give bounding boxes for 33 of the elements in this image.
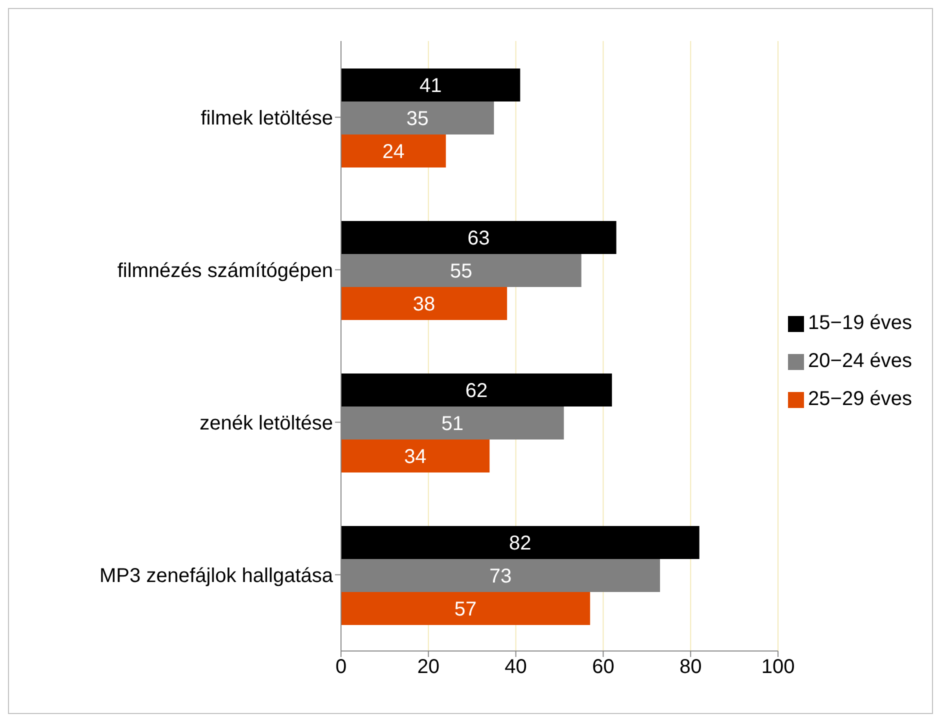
bar [341, 286, 508, 320]
x-tick-label: 60 [592, 656, 614, 678]
legend-label: 20−24 éves [808, 350, 912, 372]
data-label: 41 [419, 75, 442, 98]
y-tick-label: MP3 zenefájlok hallgatása [100, 564, 334, 587]
data-label: 38 [412, 294, 436, 316]
x-tick-label: 40 [504, 656, 527, 678]
data-label: 51 [441, 413, 464, 436]
bar [341, 373, 612, 406]
data-label: 24 [382, 141, 405, 164]
y-tick-label: filmnézés számítógépen [117, 260, 333, 282]
bar [341, 526, 700, 559]
data-label: 57 [454, 598, 477, 621]
bar [341, 134, 446, 168]
data-label: 55 [450, 260, 472, 283]
legend-label: 15−19 éves [808, 312, 912, 334]
bar [341, 68, 520, 102]
data-label: 62 [465, 380, 488, 402]
y-tick-label: zenék letöltése [200, 412, 333, 434]
bar [341, 220, 616, 254]
bar [341, 439, 490, 472]
legend-label: 25−29 éves [808, 388, 912, 410]
data-label: 35 [406, 108, 429, 130]
x-tick-label: 20 [417, 656, 440, 678]
data-label: 82 [509, 532, 532, 555]
y-tick-label: filmek letöltése [200, 107, 333, 130]
x-tick-label: 100 [761, 656, 795, 678]
x-tick-label: 0 [335, 656, 347, 678]
x-tick-label: 80 [679, 656, 702, 678]
data-label: 63 [468, 228, 490, 250]
data-label: 34 [404, 446, 426, 468]
bar [341, 592, 590, 625]
data-label: 73 [489, 566, 512, 588]
